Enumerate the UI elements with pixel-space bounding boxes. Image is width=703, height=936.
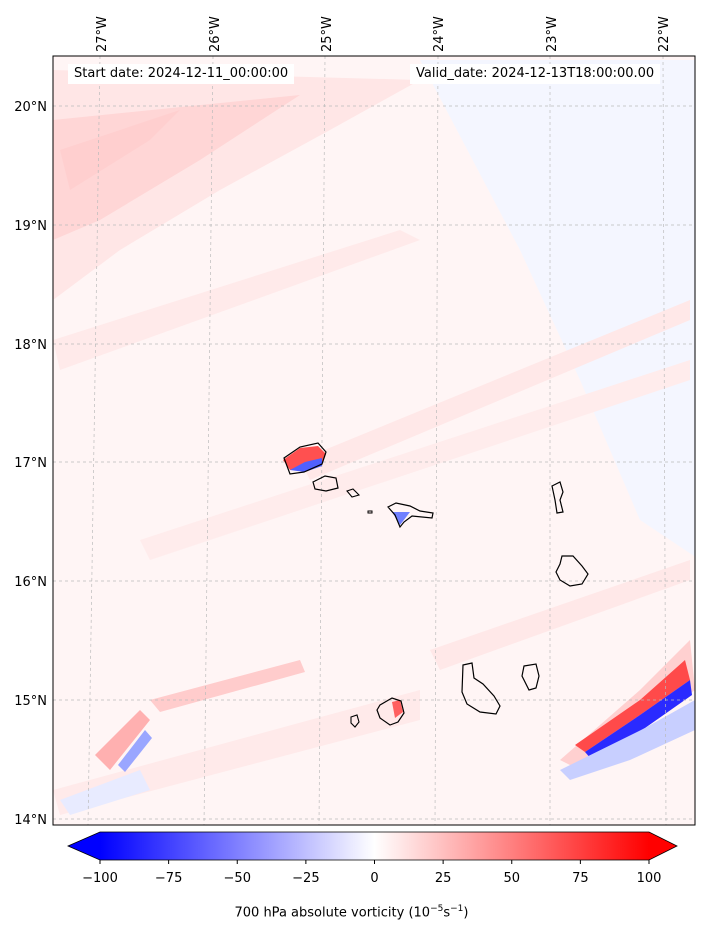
- vorticity-dipole-se: [575, 660, 690, 752]
- positive-vorticity-streak: [140, 360, 690, 560]
- island-boa-vista: [555, 555, 589, 587]
- lat-label: 20°N: [14, 100, 47, 115]
- negative-vorticity-area: [560, 700, 695, 780]
- island-santo-antao-vorticity: [290, 458, 322, 472]
- colorbar-label-exp2: −1: [450, 904, 464, 914]
- lat-label: 16°N: [14, 575, 47, 590]
- start-date-label: Start date: 2024-12-11_00:00:00: [68, 64, 295, 84]
- colorbar-tick-label: −100: [82, 871, 118, 886]
- island-sal: [551, 481, 564, 514]
- positive-vorticity-streak: [300, 300, 690, 480]
- colorbar-tick-label: 50: [503, 871, 520, 886]
- lon-label: 26°W: [208, 16, 223, 52]
- map-frame: [52, 55, 696, 826]
- island-maio: [521, 663, 540, 691]
- lon-label: 27°W: [95, 16, 110, 52]
- vorticity-map: [53, 56, 695, 825]
- islands: [283, 442, 589, 728]
- island-small-islet: [367, 510, 373, 514]
- graticule: [53, 56, 695, 825]
- colorbar-label-suffix: ): [463, 905, 469, 921]
- colorbar-tick-label: −50: [224, 871, 251, 886]
- island-santo-antao: [283, 442, 327, 475]
- island-sao-nicolau: [387, 502, 434, 529]
- negative-vorticity-area: [60, 770, 150, 815]
- positive-vorticity-streak: [430, 560, 690, 670]
- lon-label: 22°W: [657, 16, 672, 52]
- island-sao-vicente: [312, 475, 339, 492]
- colorbar-label-prefix: 700 hPa absolute vorticity (10: [234, 905, 431, 921]
- lon-labels: 27°W 26°W 25°W 24°W 23°W 22°W: [95, 16, 672, 52]
- colorbar-label-exp1: −5: [430, 904, 444, 914]
- island-brava: [350, 714, 360, 728]
- colorbar-tick-label: 75: [572, 871, 589, 886]
- lat-label: 17°N: [14, 456, 47, 471]
- negative-vorticity-area: [420, 60, 695, 557]
- colorbar-tick-label: 0: [370, 871, 378, 886]
- colorbar-extend-low: [68, 832, 100, 860]
- positive-vorticity-streak: [150, 660, 305, 712]
- vorticity-dipole-sw: [95, 710, 150, 770]
- lat-labels: 20°N 19°N 18°N 17°N 16°N 15°N 14°N: [14, 100, 47, 828]
- lat-label: 19°N: [14, 219, 47, 234]
- island-santiago: [461, 662, 501, 715]
- colorbar-tick-label: −25: [292, 871, 319, 886]
- colorbar-label-mid: s: [443, 905, 451, 921]
- colorbar-extend-high: [649, 832, 677, 860]
- positive-vorticity-band: [60, 110, 180, 190]
- lat-label: 15°N: [14, 694, 47, 709]
- lat-label: 14°N: [14, 813, 47, 828]
- lon-label: 25°W: [320, 16, 335, 52]
- colorbar-tick-label: 25: [435, 871, 452, 886]
- positive-vorticity-band: [53, 95, 300, 240]
- colorbar: −100 −75 −50 −25 0 25 50 75 100: [67, 831, 678, 886]
- vorticity-dipole-sw: [118, 730, 152, 772]
- island-santa-luzia: [346, 488, 361, 498]
- colorbar-body: [100, 832, 649, 860]
- positive-vorticity-streak: [53, 230, 420, 370]
- colorbar-label: 700 hPa absolute vorticity (10−5s−1): [0, 904, 703, 920]
- colorbar-tick-label: 100: [637, 871, 662, 886]
- colorbar-tick-label: −75: [155, 871, 182, 886]
- lat-label: 18°N: [14, 338, 47, 353]
- valid-date-label: Valid_date: 2024-12-13T18:00:00.00: [410, 64, 661, 84]
- island-fogo: [376, 697, 405, 726]
- lon-label: 23°W: [545, 16, 560, 52]
- lon-label: 24°W: [432, 16, 447, 52]
- island-fogo-vorticity: [392, 700, 403, 718]
- colorbar-ticks: −100 −75 −50 −25 0 25 50 75 100: [82, 860, 661, 886]
- island-sao-nicolau-vorticity: [392, 512, 410, 525]
